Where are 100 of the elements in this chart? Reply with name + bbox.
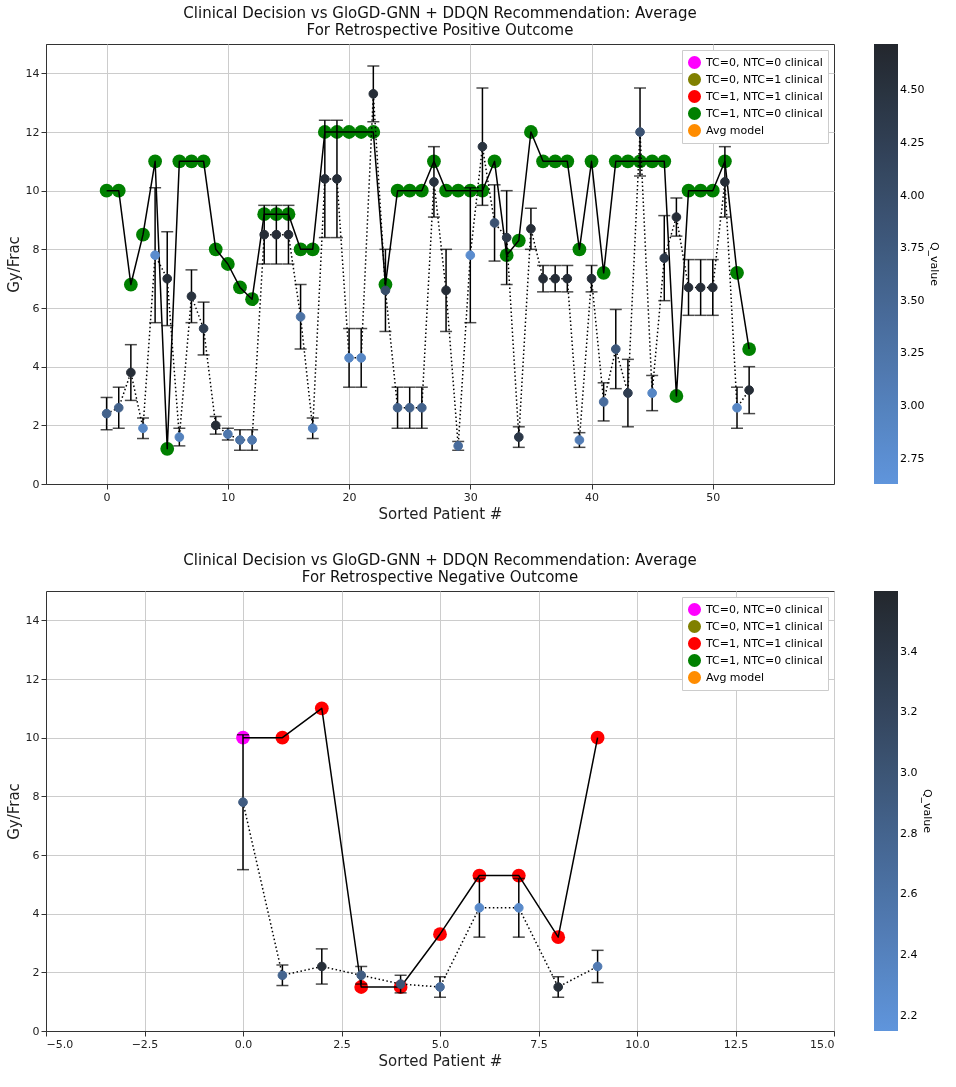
point xyxy=(610,344,621,354)
point xyxy=(174,432,185,442)
y-tick-label: 2 xyxy=(32,965,40,979)
point xyxy=(126,367,136,378)
color-bar-label: 3.00 xyxy=(900,399,925,413)
point xyxy=(635,127,645,137)
point xyxy=(732,402,742,413)
y-tick-label: 6 xyxy=(32,848,40,862)
y-tick-label: 14 xyxy=(25,66,40,80)
point xyxy=(623,388,633,398)
point xyxy=(574,435,585,445)
y-tick-label: 10 xyxy=(25,731,40,745)
y-tick-label: 12 xyxy=(25,125,40,139)
point xyxy=(477,141,488,152)
point xyxy=(404,402,415,413)
color-bar-title: Q_value xyxy=(928,241,941,287)
point xyxy=(441,285,451,296)
legend-label: TC=1, NTC=0 clinical xyxy=(705,653,823,667)
legend-label: TC=0, NTC=0 clinical xyxy=(705,55,823,69)
x-tick-label: 7.5 xyxy=(530,1037,548,1051)
color-bar-label: 2.8 xyxy=(900,826,918,840)
point xyxy=(707,282,718,293)
x-tick-label: 10 xyxy=(221,490,236,504)
color-bar-label: 3.25 xyxy=(900,346,925,360)
point xyxy=(307,423,318,434)
point xyxy=(526,223,536,234)
y-tick-label: 8 xyxy=(32,242,40,256)
x-tick-label: 5.0 xyxy=(431,1037,450,1051)
point xyxy=(101,408,112,419)
point xyxy=(465,250,476,261)
point xyxy=(586,273,597,284)
y-tick-label: 0 xyxy=(32,1024,40,1038)
y-tick-label: 8 xyxy=(32,789,40,803)
color-bar-label: 3.75 xyxy=(900,241,925,255)
y-tick-label: 14 xyxy=(25,613,40,627)
point xyxy=(356,353,367,363)
point xyxy=(671,212,682,222)
legend-label: TC=0, NTC=0 clinical xyxy=(705,602,823,616)
point xyxy=(429,177,439,187)
y-tick-label: 4 xyxy=(32,360,40,374)
x-tick-label: 40 xyxy=(585,490,600,504)
point xyxy=(550,273,560,284)
x-tick-label: 30 xyxy=(463,490,478,504)
y-tick-label: 10 xyxy=(25,184,40,198)
color-bar-label: 2.6 xyxy=(900,887,918,901)
point xyxy=(489,218,500,228)
y-tick-label: 2 xyxy=(32,418,40,432)
point xyxy=(198,323,209,334)
point xyxy=(162,273,173,284)
point xyxy=(380,285,391,296)
point xyxy=(744,385,754,395)
point xyxy=(138,423,148,434)
point xyxy=(247,435,257,445)
point xyxy=(647,388,657,398)
x-tick-label: 2.5 xyxy=(333,1037,351,1051)
color-bar-label: 4.25 xyxy=(900,135,925,149)
x-tick-label: 12.5 xyxy=(723,1037,749,1051)
legend-label: Avg model xyxy=(706,123,765,137)
y-axis-title: Gy/Frac xyxy=(4,783,23,840)
legend-label: TC=1, NTC=1 clinical xyxy=(705,636,823,650)
x-axis-title: Sorted Patient # xyxy=(378,1051,503,1070)
point xyxy=(271,229,282,240)
point xyxy=(501,232,512,243)
x-tick-label: 0.0 xyxy=(234,1037,253,1051)
y-axis-title: Gy/Frac xyxy=(4,236,23,293)
point xyxy=(720,177,730,187)
legend-label: TC=0, NTC=1 clinical xyxy=(705,619,823,633)
legend-label: TC=0, NTC=1 clinical xyxy=(705,72,823,86)
legend-label: Avg model xyxy=(706,670,765,684)
point xyxy=(186,291,197,302)
color-bar-label: 2.2 xyxy=(900,1008,918,1022)
x-tick-label: 15.0 xyxy=(810,1037,835,1051)
legend-label: TC=1, NTC=0 clinical xyxy=(705,106,823,120)
color-bar-label: 4.00 xyxy=(900,188,925,202)
color-bar-label: 3.0 xyxy=(900,766,918,780)
point xyxy=(742,342,757,356)
y-tick-label: 4 xyxy=(32,907,40,921)
y-tick-label: 0 xyxy=(32,477,40,491)
point xyxy=(320,174,330,184)
y-tick-label: 6 xyxy=(32,301,40,315)
point xyxy=(513,432,524,442)
x-tick-label: −5.0 xyxy=(46,1037,74,1051)
point xyxy=(113,402,124,413)
point xyxy=(695,282,706,293)
point xyxy=(368,89,379,99)
x-axis-title: Sorted Patient # xyxy=(378,504,503,523)
chart-title: Clinical Decision vs GloGD-GNN + DDQN Recommendation: Average For Retrospective Negative Outcome xyxy=(183,551,697,586)
point xyxy=(683,282,694,293)
point xyxy=(150,250,160,261)
color-bar-label: 4.50 xyxy=(900,83,925,97)
point xyxy=(332,174,342,184)
point xyxy=(344,353,354,363)
color-bar-title: Q_value xyxy=(921,788,934,834)
point xyxy=(562,273,573,284)
point xyxy=(598,397,609,407)
point xyxy=(392,402,403,413)
y-tick-label: 12 xyxy=(25,672,40,686)
chart-title: Clinical Decision vs GloGD-GNN + DDQN Recommendation: Average For Retrospective Positive Outcome xyxy=(183,4,697,39)
color-bar-label: 2.4 xyxy=(900,948,918,962)
legend-label: TC=1, NTC=1 clinical xyxy=(705,89,823,103)
